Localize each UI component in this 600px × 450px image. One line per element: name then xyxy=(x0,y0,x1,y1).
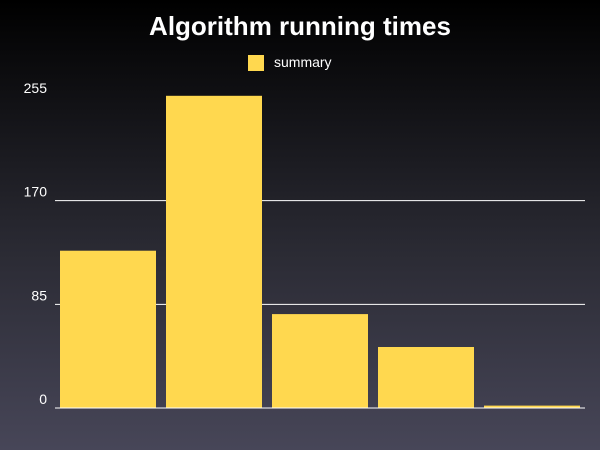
bar-3 xyxy=(378,347,474,408)
y-tick-label-2: 170 xyxy=(24,184,48,200)
y-tick-label-0: 0 xyxy=(39,391,47,407)
chart-title: Algorithm running times xyxy=(149,11,451,41)
bar-4 xyxy=(484,405,580,408)
bars xyxy=(60,95,580,409)
bar-2 xyxy=(272,314,368,408)
y-tick-label-3: 255 xyxy=(24,80,48,96)
bar-0 xyxy=(60,250,156,408)
legend: summary xyxy=(248,54,332,71)
y-axis-ticks: 0 85 170 255 xyxy=(24,80,48,407)
legend-label: summary xyxy=(274,54,332,70)
bar-1 xyxy=(166,95,262,409)
legend-swatch xyxy=(248,55,264,71)
y-tick-label-1: 85 xyxy=(31,287,47,303)
